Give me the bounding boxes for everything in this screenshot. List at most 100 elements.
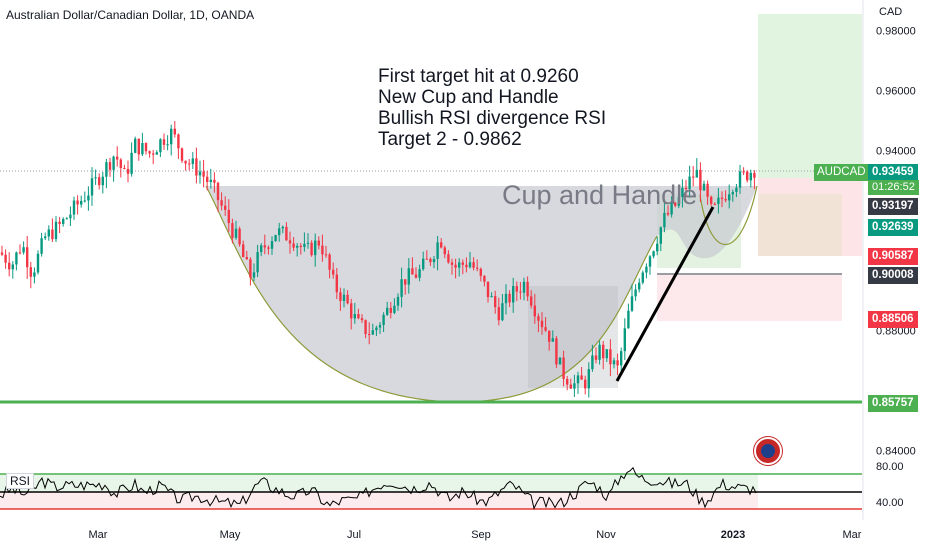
candle-body xyxy=(166,144,169,146)
candle-body xyxy=(695,169,698,178)
candle-body xyxy=(720,197,724,200)
price-tag-0.90587: 0.90587 xyxy=(868,248,918,265)
candle-body xyxy=(108,162,112,170)
candle-body xyxy=(18,252,22,254)
candle-body xyxy=(332,269,335,275)
candle-body xyxy=(587,369,590,389)
candle-body xyxy=(519,291,522,293)
note-line-4: Target 2 - 0.9862 xyxy=(378,129,522,150)
candle-body xyxy=(184,160,187,164)
candle-body xyxy=(191,158,194,164)
candle-body xyxy=(195,158,198,176)
candle-body xyxy=(483,275,486,282)
candle-body xyxy=(339,292,342,301)
candle-body xyxy=(684,187,688,190)
candle-body xyxy=(497,307,500,321)
candle-body xyxy=(65,218,68,220)
candle-body xyxy=(375,327,378,331)
x-tick-label: Sep xyxy=(471,529,491,541)
candle-body xyxy=(533,305,536,317)
candle-body xyxy=(4,254,7,263)
candle-body xyxy=(425,258,428,260)
candle-body xyxy=(706,183,709,197)
candle-body xyxy=(321,245,324,255)
y-tick-label: 0.96000 xyxy=(876,86,916,98)
candle-body xyxy=(242,244,245,258)
candle-body xyxy=(40,238,43,254)
candle-body xyxy=(285,226,288,241)
candle-body xyxy=(314,240,317,256)
candle-body xyxy=(58,221,61,224)
candle-body xyxy=(11,264,14,270)
candle-body xyxy=(749,172,752,181)
candle-body xyxy=(411,268,414,275)
candle-body xyxy=(465,264,468,268)
candle-body xyxy=(206,176,209,183)
x-tick-label: May xyxy=(220,529,241,541)
note-line-3: Bullish RSI divergence RSI xyxy=(378,108,607,129)
candle-body xyxy=(479,268,482,276)
price-axis[interactable]: 0.98000 0.96000 0.94000 0.88000 0.84000 80.00… xyxy=(876,26,916,510)
rsi-line xyxy=(0,466,757,510)
candle-body xyxy=(663,212,666,228)
candle-body xyxy=(36,253,40,273)
candle-body xyxy=(188,163,191,165)
candle-body xyxy=(666,212,670,215)
candle-body xyxy=(130,152,133,174)
candle-body xyxy=(141,142,144,155)
candle-body xyxy=(144,142,148,152)
candle-body xyxy=(591,355,594,370)
candle-body xyxy=(400,279,403,297)
candle-body xyxy=(486,281,490,298)
symbol-tag[interactable]: AUDCAD xyxy=(814,164,869,181)
country-flag-icon[interactable] xyxy=(754,437,782,465)
handle-curve xyxy=(699,185,758,246)
candle-body xyxy=(101,176,104,186)
candle-body xyxy=(350,303,353,319)
candle-body xyxy=(80,200,83,205)
candle-body xyxy=(360,318,364,321)
candle-body xyxy=(213,179,216,183)
candle-body xyxy=(44,236,47,239)
candle-body xyxy=(252,272,256,278)
candle-body xyxy=(515,286,518,292)
candle-body xyxy=(472,262,475,268)
candle-body xyxy=(429,258,432,263)
trend-line[interactable] xyxy=(615,206,715,382)
x-tick-label: Mar xyxy=(89,529,108,541)
candle-body xyxy=(288,240,292,244)
rsi-indicator-label[interactable]: RSI xyxy=(6,473,35,489)
candle-body xyxy=(450,262,454,265)
candle-body xyxy=(220,200,223,206)
candle-body xyxy=(83,200,86,202)
candle-body xyxy=(224,205,227,210)
candle-body xyxy=(728,194,731,201)
candle-body xyxy=(296,245,299,248)
candle-body xyxy=(72,200,76,215)
analysis-note: First target hit at 0.9260 New Cup and H… xyxy=(378,66,606,150)
note-line-1: First target hit at 0.9260 xyxy=(378,66,579,87)
candle-body xyxy=(303,243,306,248)
candle-body xyxy=(504,293,508,304)
time-axis[interactable]: Mar May Jul Sep Nov 2023 Mar xyxy=(89,529,862,541)
handle-zone-box xyxy=(758,194,842,256)
candle-body xyxy=(281,226,284,229)
candle-body xyxy=(753,172,756,178)
candle-body xyxy=(15,252,18,265)
candle-body xyxy=(306,242,310,244)
candle-body xyxy=(623,328,626,352)
cup-and-handle-label: Cup and Handle xyxy=(502,180,698,210)
candle-body xyxy=(681,187,684,197)
candle-body xyxy=(648,256,652,267)
candle-body xyxy=(0,252,4,255)
rsi-band-upper xyxy=(0,474,758,492)
candle-body xyxy=(123,167,126,169)
candle-body xyxy=(202,171,205,177)
candle-body xyxy=(407,268,410,285)
candle-body xyxy=(742,171,745,173)
candle-body xyxy=(382,314,385,325)
candle-body xyxy=(162,139,166,145)
bar-countdown: 01:26:52 xyxy=(868,180,919,195)
candle-body xyxy=(22,247,25,253)
